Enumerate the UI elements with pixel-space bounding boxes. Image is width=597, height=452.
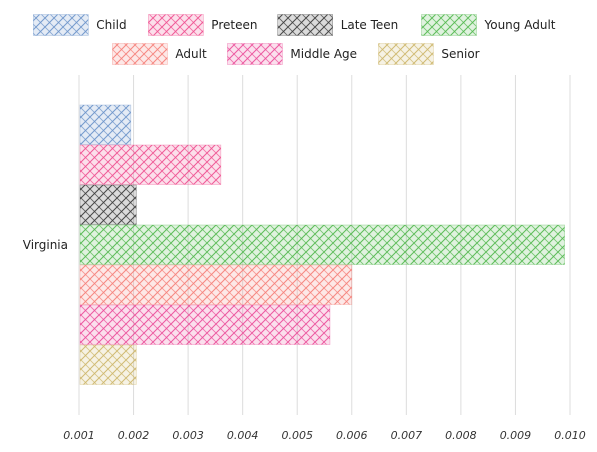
legend-swatch-senior <box>378 43 434 65</box>
x-axis: 0.001 0.002 0.003 0.004 0.005 0.006 0.007 0.008… <box>63 429 586 442</box>
legend-swatch-adult <box>112 43 168 65</box>
x-tick-label: 0.007 <box>391 429 423 442</box>
bar-senior <box>79 344 137 385</box>
legend-label-adult: Adult <box>175 47 207 61</box>
legend-label-late-teen: Late Teen <box>341 18 399 32</box>
bar-late-teen <box>79 184 137 225</box>
x-tick-label: 0.006 <box>336 429 368 442</box>
legend-label-young-adult: Young Adult <box>484 18 556 32</box>
legend-swatch-preteen <box>148 14 204 36</box>
category-label: Virginia <box>23 238 68 252</box>
legend-label-middle-age: Middle Age <box>290 47 357 61</box>
legend-label-senior: Senior <box>441 47 479 61</box>
legend-swatch-late-teen <box>277 14 334 36</box>
legend: Child Preteen Late Teen Young Adult Adult Mid… <box>32 14 556 65</box>
bar-young-adult <box>79 224 565 265</box>
x-tick-label: 0.010 <box>554 429 586 442</box>
x-tick-label: 0.001 <box>63 429 95 442</box>
bar-adult <box>79 264 353 305</box>
x-tick-label: 0.003 <box>172 429 204 442</box>
legend-label-preteen: Preteen <box>211 18 257 32</box>
legend-swatch-child <box>32 14 89 36</box>
x-tick-label: 0.005 <box>281 429 313 442</box>
y-axis: Virginia <box>23 238 68 252</box>
bar-preteen <box>79 144 222 185</box>
legend-swatch-young-adult <box>421 14 477 36</box>
x-tick-label: 0.002 <box>118 429 150 442</box>
legend-label-child: Child <box>96 18 126 32</box>
legend-swatch-middle-age <box>227 43 283 65</box>
bar-child <box>79 104 132 145</box>
x-tick-label: 0.004 <box>227 429 259 442</box>
bar-middle-age <box>79 304 331 345</box>
x-tick-label: 0.008 <box>445 429 477 442</box>
bars <box>79 104 565 385</box>
x-tick-label: 0.009 <box>500 429 532 442</box>
